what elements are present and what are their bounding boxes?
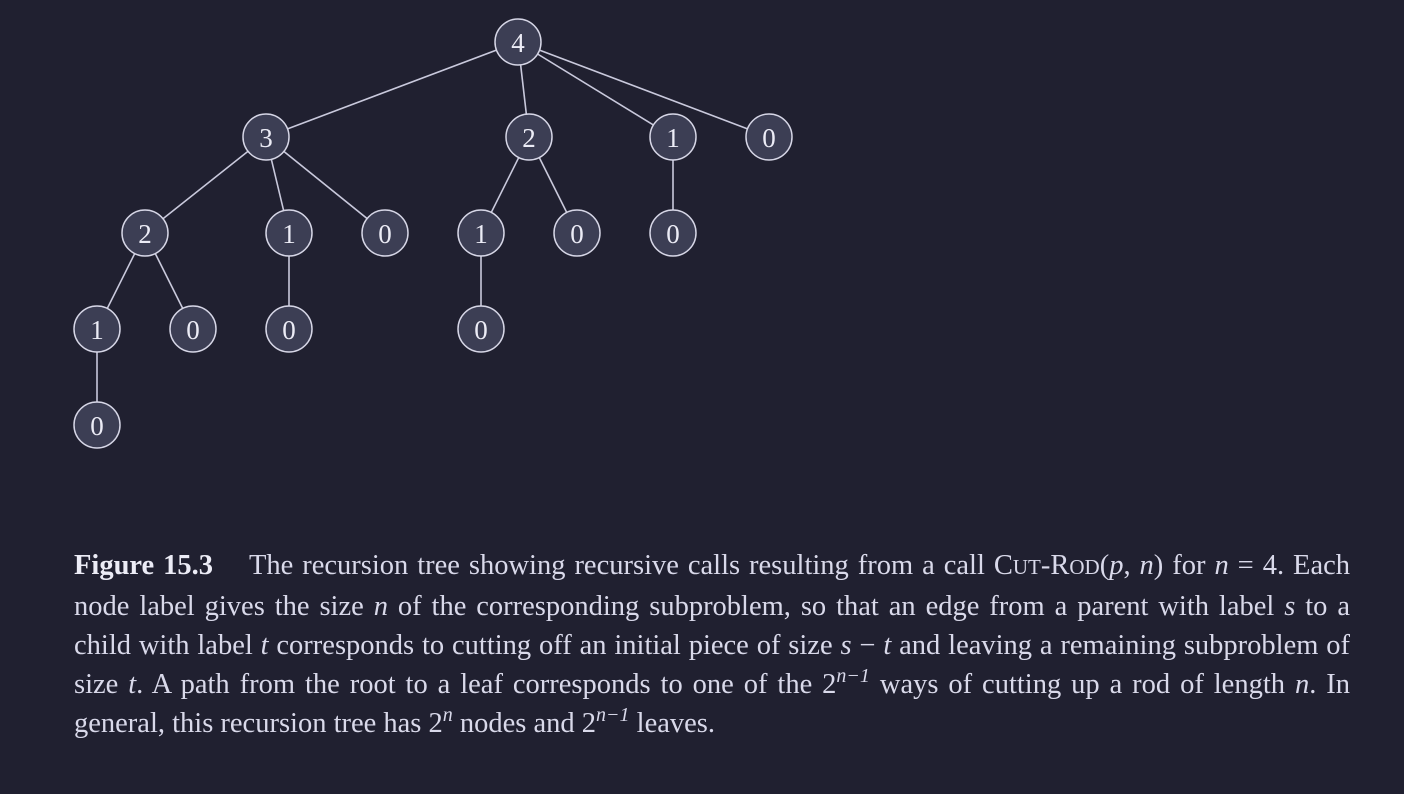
tree-node-circle	[649, 209, 697, 257]
math-var: t	[260, 630, 269, 661]
tree-node-label: 0	[90, 411, 104, 441]
tree-node-circle	[361, 209, 409, 257]
math-var: s	[1284, 591, 1296, 622]
tree-node: 1	[457, 209, 505, 257]
tree-node-circle	[457, 209, 505, 257]
tree-edge	[517, 41, 674, 138]
tree-node-circle	[745, 113, 793, 161]
tree-node: 2	[505, 113, 553, 161]
math-var: s	[840, 630, 852, 661]
tree-node-label: 2	[138, 219, 152, 249]
tree-node-label: 4	[511, 28, 525, 58]
tree-node: 0	[649, 209, 697, 257]
tree-node: 3	[242, 113, 290, 161]
tree-node: 0	[169, 305, 217, 353]
tree-edge	[144, 136, 267, 234]
tree-node-circle	[73, 305, 121, 353]
tree-node-label: 0	[378, 219, 392, 249]
math-var: n	[1214, 550, 1229, 581]
tree-node: 1	[265, 209, 313, 257]
figure-caption: Figure 15.3 The recursion tree showing r…	[74, 550, 1351, 739]
tree-node: 1	[649, 113, 697, 161]
math-var: n	[1294, 669, 1310, 700]
function-name: CUT-ROD	[993, 550, 1100, 581]
tree-node-circle	[121, 209, 169, 257]
tree-node-label: 1	[666, 123, 680, 153]
tree-node-label: 3	[259, 123, 273, 153]
tree-node-label: 0	[666, 219, 680, 249]
tree-node-label: 1	[474, 219, 488, 249]
exponent: n−1	[836, 665, 870, 687]
tree-node-circle	[649, 113, 697, 161]
tree-edge	[265, 136, 386, 234]
tree-node-circle	[73, 401, 121, 449]
exponent: n	[442, 704, 453, 726]
tree-nodes: 4 3 2 1 0 2 1 0 1 0 0 1 0 0 0 0	[73, 18, 793, 449]
tree-node-label: 0	[282, 315, 296, 345]
tree-node-circle	[265, 209, 313, 257]
tree-node-label: 1	[90, 315, 104, 345]
tree-node-circle	[494, 18, 542, 66]
tree-node: 1	[73, 305, 121, 353]
tree-node: 0	[553, 209, 601, 257]
tree-node-circle	[265, 305, 313, 353]
math-var: t	[128, 669, 137, 700]
tree-node-label: 0	[474, 315, 488, 345]
tree-node-label: 0	[762, 123, 776, 153]
caption-text: The recursion tree showing recursive cal…	[248, 550, 994, 581]
tree-node-circle	[553, 209, 601, 257]
math-var: t	[883, 630, 892, 661]
recursion-tree: 4 3 2 1 0 2 1 0 1 0 0 1 0 0 0 0	[73, 18, 793, 449]
tree-node-circle	[242, 113, 290, 161]
tree-node-label: 0	[570, 219, 584, 249]
tree-node-circle	[169, 305, 217, 353]
tree-node: 4	[494, 18, 542, 66]
tree-node-label: 2	[522, 123, 536, 153]
tree-edge	[517, 41, 770, 138]
tree-node: 0	[73, 401, 121, 449]
tree-edge	[265, 41, 519, 138]
tree-node: 0	[361, 209, 409, 257]
tree-node-label: 0	[186, 315, 200, 345]
tree-node: 0	[745, 113, 793, 161]
math-var: n	[373, 591, 388, 622]
tree-node: 0	[457, 305, 505, 353]
tree-node: 0	[265, 305, 313, 353]
figure-label: Figure 15.3	[74, 550, 214, 581]
tree-node-circle	[457, 305, 505, 353]
math-var: n	[1139, 550, 1154, 581]
tree-node-label: 1	[282, 219, 296, 249]
math-var: p	[1109, 550, 1124, 581]
tree-node: 2	[121, 209, 169, 257]
exponent: n−1	[596, 704, 630, 726]
tree-node-circle	[505, 113, 553, 161]
